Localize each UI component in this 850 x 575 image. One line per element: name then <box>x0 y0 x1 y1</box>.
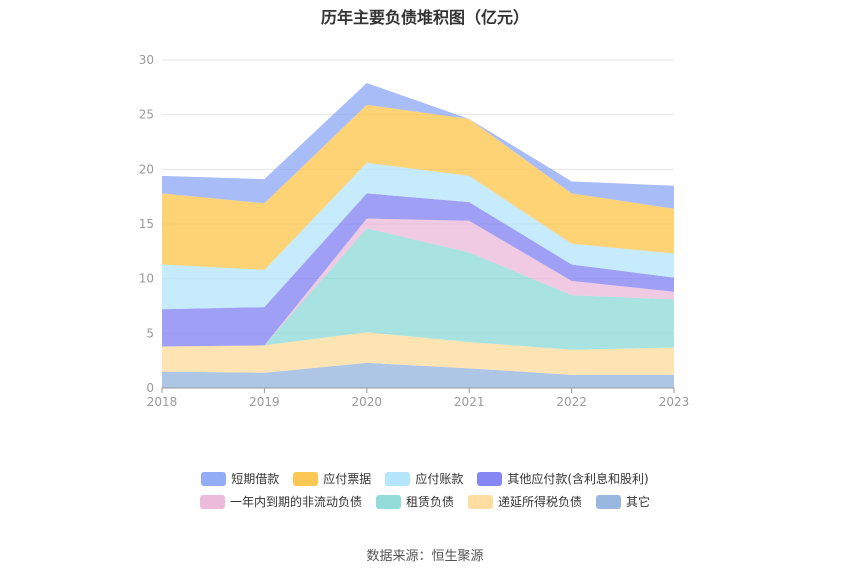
legend-swatch <box>596 494 622 509</box>
legend-label: 其他应付款(含利息和股利) <box>507 472 649 486</box>
x-tick-label: 2021 <box>454 395 485 409</box>
area-series <box>162 228 674 350</box>
legend-item[interactable]: 递延所得税负债 <box>468 493 582 510</box>
legend-item[interactable]: 其他应付款(含利息和股利) <box>477 470 649 487</box>
area-series <box>162 82 674 209</box>
legend-item[interactable]: 应付账款 <box>385 470 463 487</box>
x-tick-label: 2022 <box>556 395 587 409</box>
area-series <box>162 104 674 270</box>
legend-label: 应付账款 <box>415 472 464 486</box>
x-tick-label: 2023 <box>659 395 690 409</box>
y-tick-label: 25 <box>139 108 154 122</box>
legend: 短期借款 应付票据 应付账款 其他应付款(含利息和股利) 一年内到期的非流动负债 租赁负… <box>0 470 850 516</box>
x-tick-label: 2020 <box>352 395 383 409</box>
legend-item[interactable]: 一年内到期的非流动负债 <box>199 493 362 510</box>
y-tick-label: 15 <box>139 217 154 231</box>
y-tick-label: 0 <box>146 381 154 395</box>
legend-swatch <box>293 471 319 486</box>
area-series-group <box>162 82 674 388</box>
y-tick-label: 5 <box>146 326 154 340</box>
chart-title: 历年主要负债堆积图（亿元） <box>320 8 529 27</box>
legend-item[interactable]: 应付票据 <box>293 470 371 487</box>
legend-row: 短期借款 应付票据 应付账款 其他应付款(含利息和股利) <box>0 470 850 487</box>
legend-label: 一年内到期的非流动负债 <box>229 495 362 509</box>
area-series <box>162 362 674 388</box>
legend-item[interactable]: 短期借款 <box>201 470 279 487</box>
legend-item[interactable]: 租赁负债 <box>375 493 454 510</box>
legend-label: 应付票据 <box>323 472 372 486</box>
x-tick-label: 2019 <box>249 395 280 409</box>
area-series <box>162 332 674 375</box>
y-tick-label: 10 <box>139 272 154 286</box>
axes: 0 5 10 15 20 25 30 2018 2019 2020 2021 2022 2023 <box>139 53 690 409</box>
y-tick-label: 20 <box>139 162 154 176</box>
legend-label: 租赁负债 <box>405 495 454 509</box>
legend-swatch <box>468 494 493 509</box>
area-series <box>162 193 674 347</box>
legend-label: 短期借款 <box>231 472 280 486</box>
legend-swatch <box>477 471 503 486</box>
legend-swatch <box>199 494 225 509</box>
area-series <box>162 218 674 347</box>
legend-label: 其它 <box>626 495 651 509</box>
legend-label: 递延所得税负债 <box>498 495 583 509</box>
x-tick-label: 2018 <box>147 395 178 409</box>
y-tick-label: 30 <box>139 53 154 67</box>
legend-item[interactable]: 其它 <box>596 493 650 510</box>
legend-swatch <box>385 471 411 486</box>
stacked-area-chart: 0 5 10 15 20 25 30 2018 2019 2020 2021 2022 2023 <box>139 53 690 409</box>
legend-row: 一年内到期的非流动负债 租赁负债 递延所得税负债 其它 <box>0 493 850 510</box>
legend-swatch <box>201 471 227 486</box>
legend-swatch <box>375 494 401 509</box>
data-source-note: 数据来源：恒生聚源 <box>366 549 484 564</box>
area-series <box>162 162 674 310</box>
